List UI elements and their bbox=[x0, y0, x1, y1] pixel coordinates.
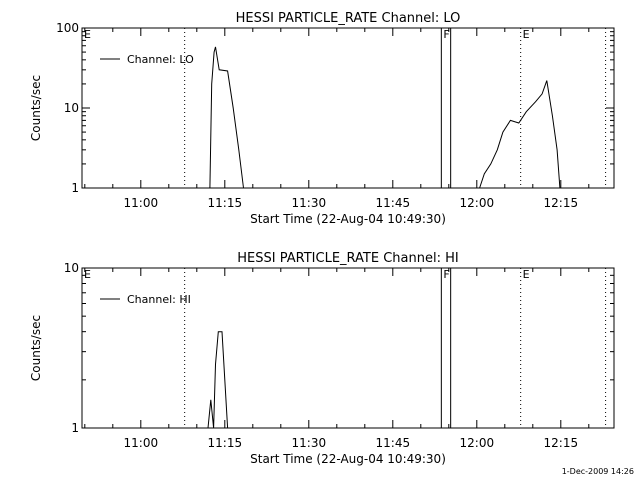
chart-panel-1: HESSI PARTICLE_RATE Channel: LO Counts/se… bbox=[29, 11, 615, 226]
chart-panel-2: HESSI PARTICLE_RATE Channel: HI Counts/se… bbox=[29, 251, 615, 466]
x-tick-label: 12:00 bbox=[460, 196, 495, 210]
annotation-label: F bbox=[443, 28, 449, 41]
y-tick-label: 10 bbox=[64, 101, 79, 115]
y-axis-label: Counts/sec bbox=[29, 75, 43, 141]
x-tick-label: 12:15 bbox=[544, 436, 579, 450]
x-tick-label: 11:30 bbox=[292, 196, 327, 210]
x-tick-label: 11:45 bbox=[376, 196, 411, 210]
y-axis-label: Counts/sec bbox=[29, 315, 43, 381]
legend-label: Channel: HI bbox=[127, 293, 191, 306]
x-tick-label: 11:45 bbox=[376, 436, 411, 450]
y-tick-label: 1 bbox=[71, 181, 79, 195]
annotation-label: E bbox=[84, 268, 91, 281]
x-tick-label: 11:15 bbox=[208, 436, 243, 450]
chart-title: HESSI PARTICLE_RATE Channel: LO bbox=[236, 11, 461, 26]
x-tick-label: 11:30 bbox=[292, 436, 327, 450]
x-axis-label: Start Time (22-Aug-04 10:49:30) bbox=[250, 212, 446, 226]
x-axis-label: Start Time (22-Aug-04 10:49:30) bbox=[250, 452, 446, 466]
series-line-2 bbox=[479, 80, 561, 189]
annotation-label: E bbox=[523, 268, 530, 281]
y-tick-label: 10 bbox=[64, 261, 79, 275]
chart-title: HESSI PARTICLE_RATE Channel: HI bbox=[237, 251, 458, 266]
annotation-label: E bbox=[523, 28, 530, 41]
x-tick-label: 11:15 bbox=[208, 196, 243, 210]
annotation-label: E bbox=[84, 28, 91, 41]
series-line-1 bbox=[207, 331, 229, 429]
plot-frame bbox=[81, 267, 615, 429]
x-tick-label: 12:00 bbox=[460, 436, 495, 450]
footer-timestamp: 1-Dec-2009 14:26 bbox=[562, 467, 634, 476]
y-tick-label: 100 bbox=[56, 21, 79, 35]
x-tick-label: 11:00 bbox=[124, 436, 159, 450]
annotation-label: F bbox=[443, 268, 449, 281]
x-tick-label: 11:00 bbox=[124, 196, 159, 210]
y-tick-label: 1 bbox=[71, 421, 79, 435]
legend-label: Channel: LO bbox=[127, 53, 194, 66]
plot-frame bbox=[81, 27, 615, 189]
series-line-1 bbox=[209, 46, 244, 189]
x-tick-label: 12:15 bbox=[544, 196, 579, 210]
